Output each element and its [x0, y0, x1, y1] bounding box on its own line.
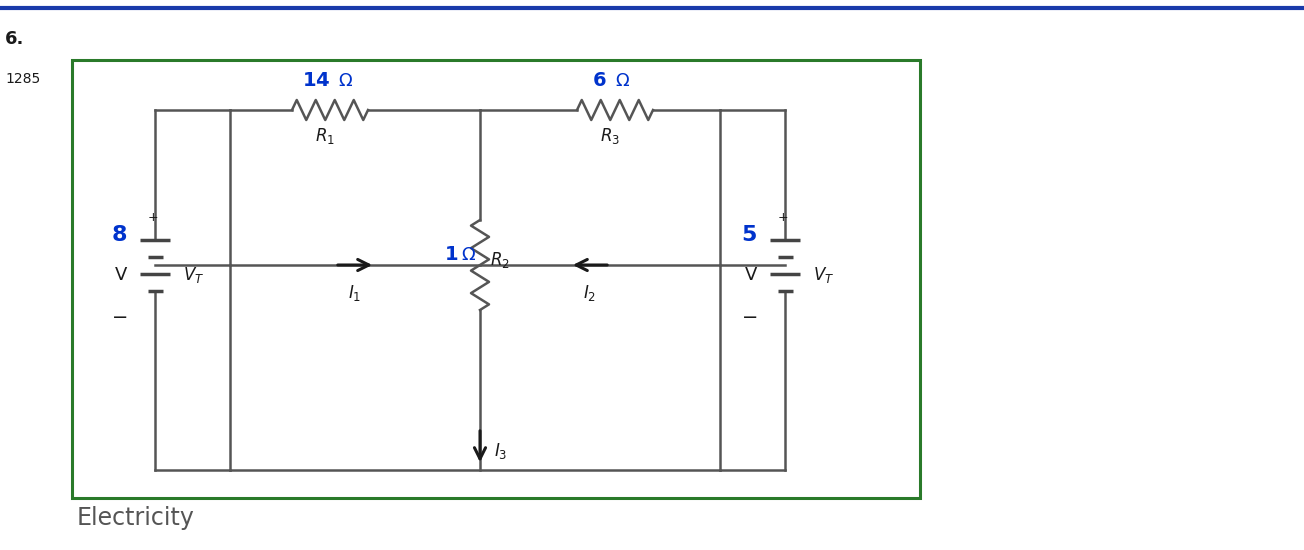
Text: V: V	[745, 266, 758, 284]
Text: $\Omega$: $\Omega$	[338, 72, 353, 90]
Text: $\mathbf{6}$: $\mathbf{6}$	[592, 71, 606, 90]
Text: V: V	[115, 266, 126, 284]
Text: $\mathbf{5}$: $\mathbf{5}$	[741, 225, 758, 245]
Text: $-$: $-$	[741, 305, 758, 324]
Text: $R_1$: $R_1$	[316, 126, 335, 146]
Text: $I_3$: $I_3$	[494, 441, 507, 461]
Text: $\mathbf{14}$: $\mathbf{14}$	[301, 71, 330, 90]
Text: $V_T$: $V_T$	[183, 265, 205, 285]
Text: $\mathbf{1}$: $\mathbf{1}$	[443, 245, 458, 265]
Text: $I_2$: $I_2$	[583, 283, 596, 303]
Text: Electricity: Electricity	[77, 506, 194, 530]
Text: $^+$: $^+$	[145, 212, 159, 230]
Text: $\Omega$: $\Omega$	[615, 72, 630, 90]
Text: $R_3$: $R_3$	[600, 126, 619, 146]
Text: $I_1$: $I_1$	[348, 283, 361, 303]
Text: $^+$: $^+$	[775, 212, 789, 230]
Text: 1285: 1285	[5, 72, 40, 86]
Text: $\mathbf{8}$: $\mathbf{8}$	[111, 225, 126, 245]
Text: 6.: 6.	[5, 30, 25, 48]
Text: $V_T$: $V_T$	[812, 265, 835, 285]
Text: $R_2$: $R_2$	[490, 250, 510, 270]
Text: $\Omega$: $\Omega$	[462, 246, 476, 264]
Text: $-$: $-$	[111, 305, 126, 324]
